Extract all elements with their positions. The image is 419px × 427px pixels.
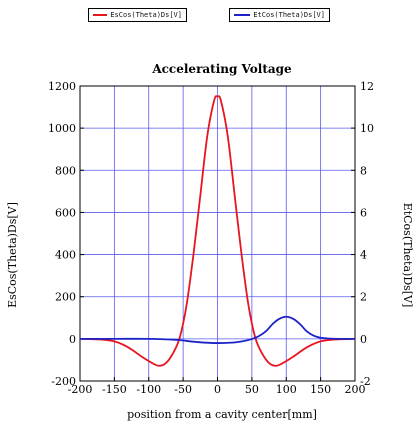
y-tick-label-right: 8 (360, 164, 367, 177)
x-tick-label: 200 (345, 383, 366, 396)
x-tick-label: -200 (68, 383, 93, 396)
series-line-etcos (80, 315, 356, 344)
y-tick-label-left: 400 (55, 249, 76, 262)
legend-label-series2: EtCos(Theta)Ds[V] (253, 11, 325, 19)
legend-label-series1: EsCos(Theta)Ds[V] (110, 11, 182, 19)
y-tick-label-right: 12 (360, 80, 374, 93)
x-axis-label: position from a cavity center[mm] (127, 408, 317, 421)
y-tick-label-right: -2 (360, 375, 371, 388)
x-tick-label: -150 (102, 383, 127, 396)
y-tick-label-left: -200 (51, 375, 76, 388)
y-tick-label-left: 200 (55, 291, 76, 304)
y-tick-label-right: 2 (360, 291, 367, 304)
y-tick-label-left: 1000 (48, 122, 76, 135)
series-line-escos (79, 95, 356, 367)
y-tick-label-left: 600 (55, 206, 76, 219)
y-tick-label-right: 10 (360, 122, 374, 135)
grid-lines (80, 86, 355, 381)
x-tick-label: 50 (245, 383, 259, 396)
y-tick-label-right: 0 (360, 333, 367, 346)
legend-item-series2: EtCos(Theta)Ds[V] (229, 8, 330, 22)
legend-item-series1: EsCos(Theta)Ds[V] (88, 8, 187, 22)
y-tick-label-right: 6 (360, 206, 367, 219)
y-tick-label-left: 800 (55, 164, 76, 177)
x-tick-label: 150 (310, 383, 331, 396)
y-axis-label-left: EsCos(Theta)Ds[V] (6, 202, 19, 308)
y-axis-label-right: EtCos(Theta)Ds[V] (401, 203, 414, 308)
legend-line-blue (234, 14, 251, 16)
y-tick-label-left: 0 (69, 333, 76, 346)
chart-title: Accelerating Voltage (151, 62, 292, 76)
x-tick-label: -100 (136, 383, 161, 396)
y-tick-label-right: 4 (360, 249, 367, 262)
x-tick-label: 0 (214, 383, 221, 396)
legend-line-red (93, 14, 108, 16)
x-tick-label: 100 (276, 383, 297, 396)
y-tick-label-left: 1200 (48, 80, 76, 93)
x-tick-label: -50 (174, 383, 192, 396)
